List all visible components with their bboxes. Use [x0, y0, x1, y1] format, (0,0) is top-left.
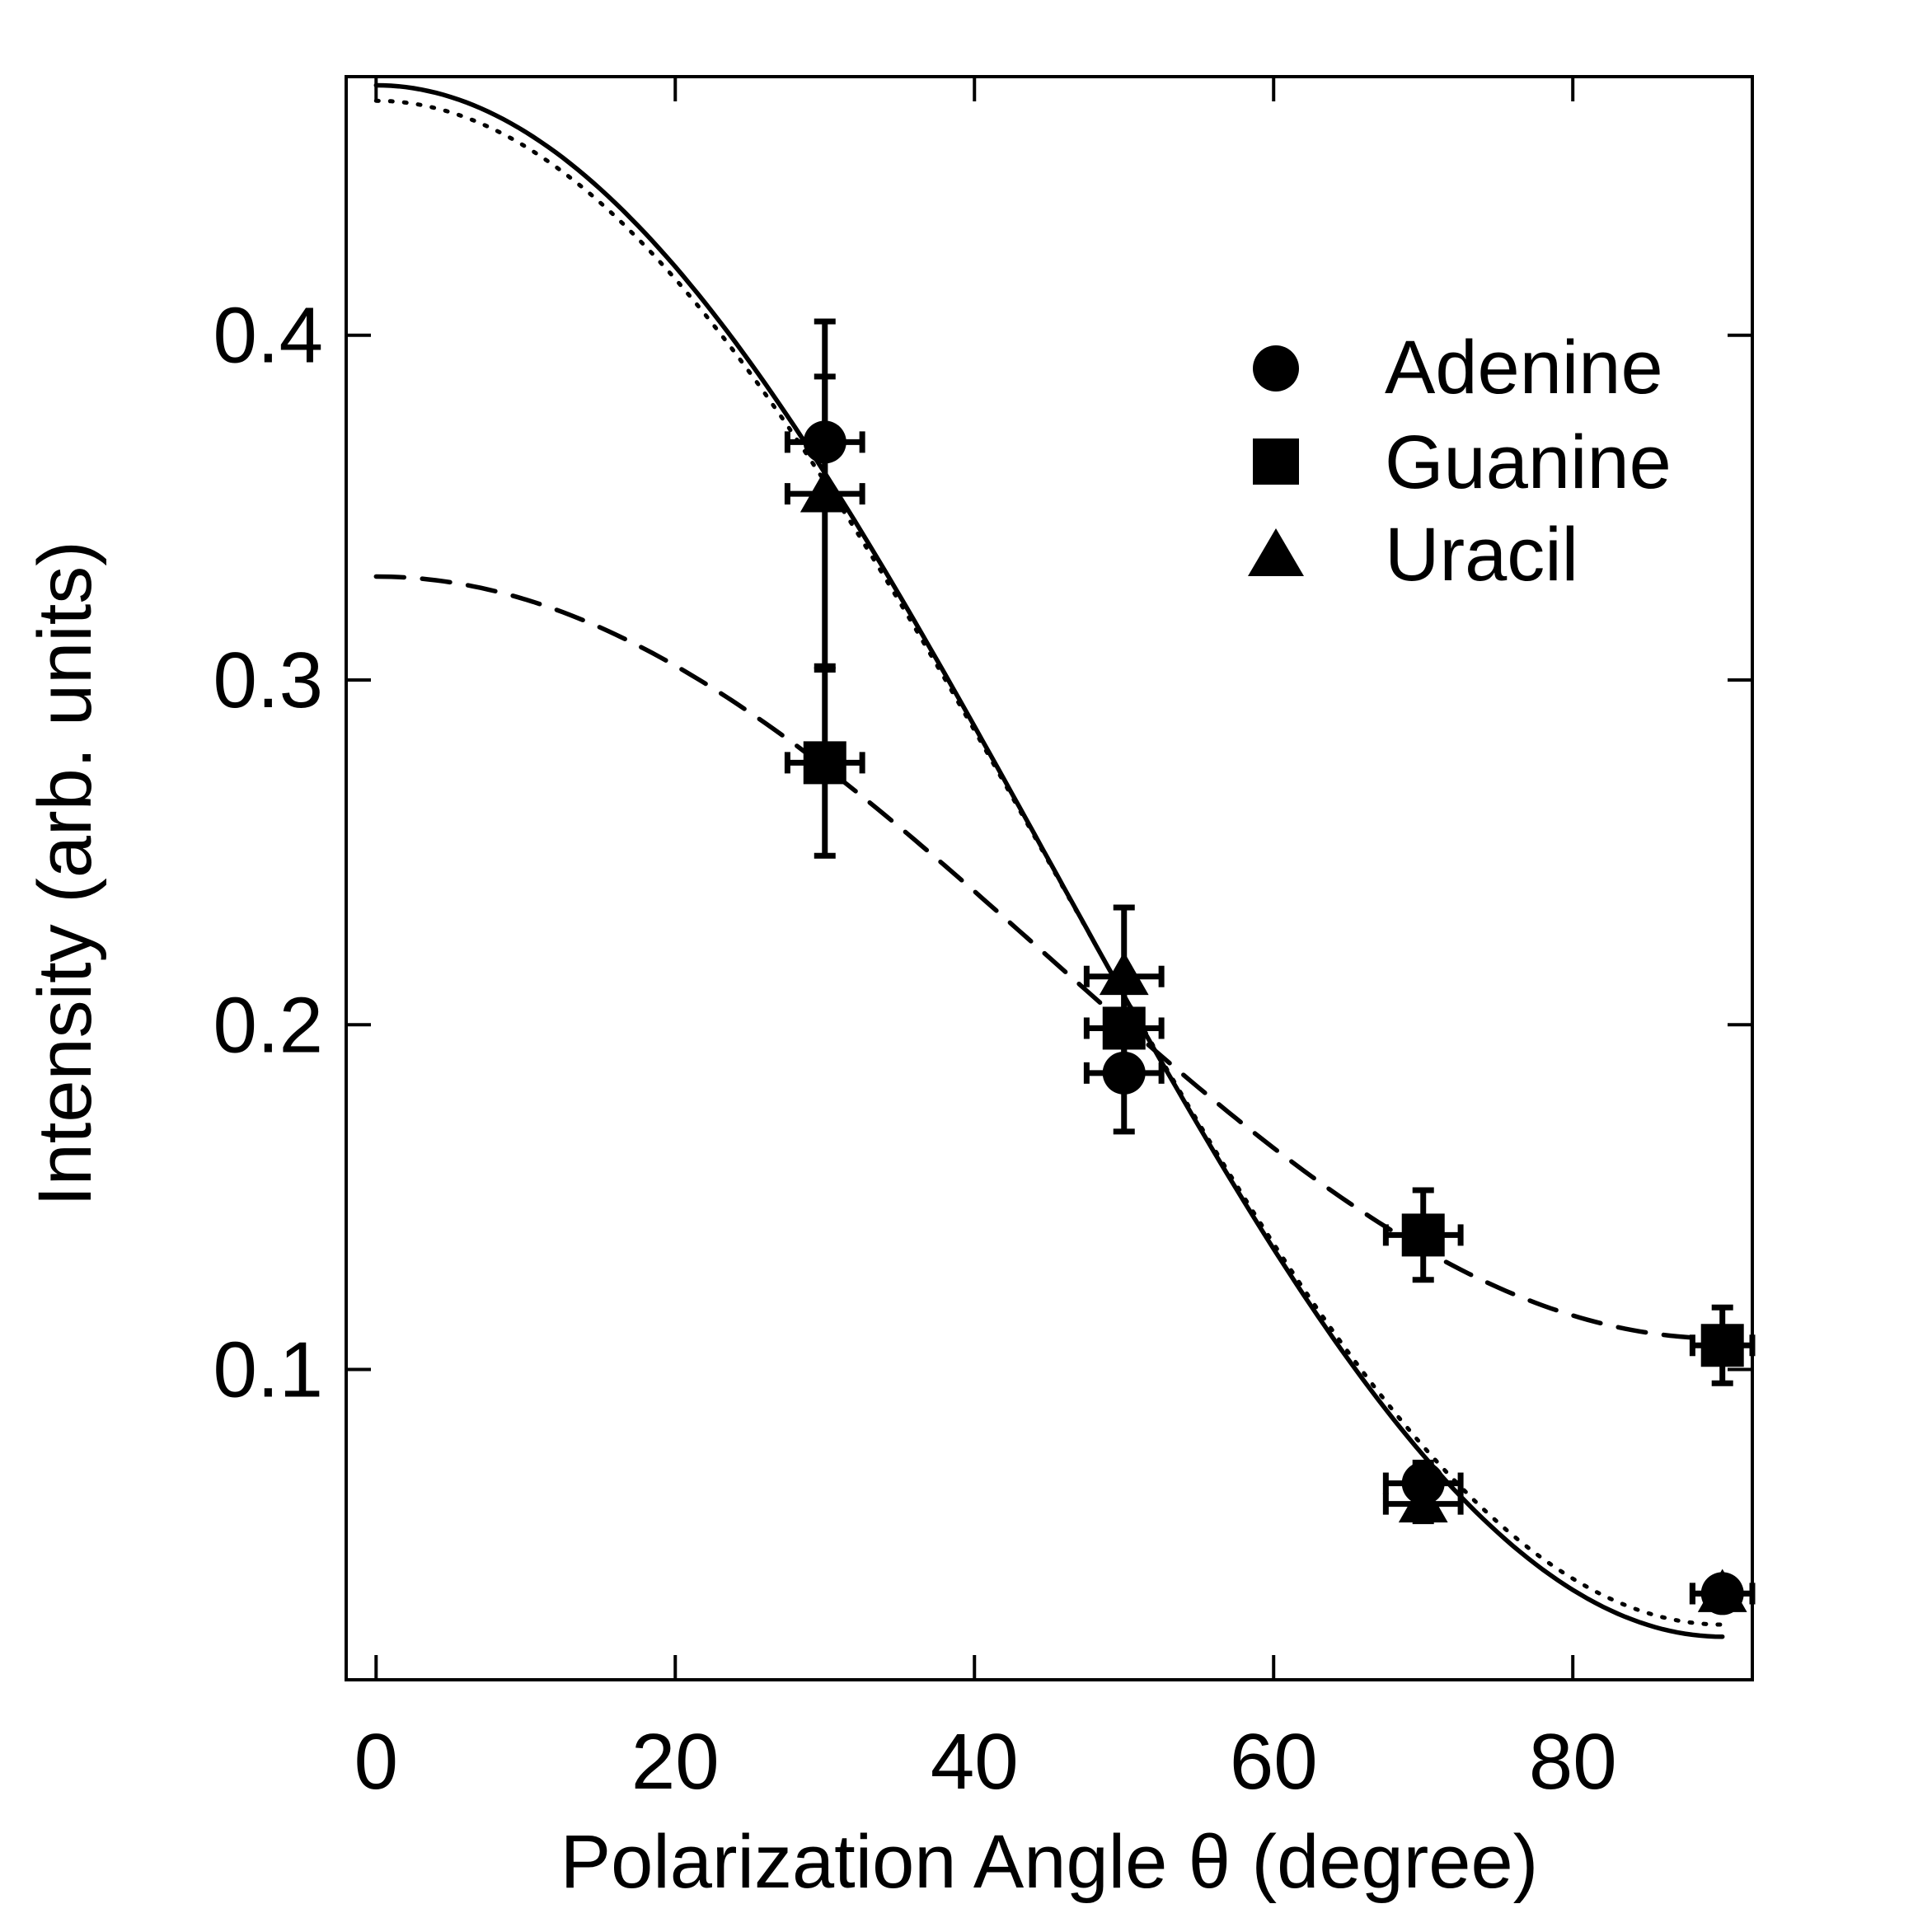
x-tick-label: 80	[1529, 1718, 1617, 1806]
legend-guanine-marker	[1253, 438, 1299, 485]
guanine-point	[1700, 1324, 1744, 1367]
x-tick-label: 0	[354, 1718, 398, 1806]
x-axis-title: Polarization Angle θ (degree)	[560, 1820, 1539, 1904]
y-tick-label: 0.3	[213, 636, 323, 724]
x-tick-label: 60	[1230, 1718, 1318, 1806]
legend: Adenine Guanine Uracil	[1248, 326, 1672, 597]
guanine-point	[803, 741, 846, 785]
axis-ticks	[346, 77, 1752, 1680]
adenine-point	[1102, 1051, 1146, 1095]
uracil-point	[1099, 951, 1149, 996]
uracil-point	[1398, 1479, 1448, 1523]
x-tick-label: 40	[931, 1718, 1019, 1806]
y-tick-label: 0.4	[213, 292, 323, 380]
fit-curves	[373, 82, 1725, 1639]
legend-adenine-marker	[1253, 345, 1299, 392]
legend-guanine-label: Guanine	[1385, 420, 1672, 504]
data-points	[784, 318, 1756, 1615]
y-tick-label: 0.1	[213, 1326, 323, 1414]
plot-frame	[345, 75, 1754, 1681]
uracil-point	[800, 469, 850, 513]
tick-labels: 0 20 40 60 80 0.1 0.2 0.3 0.4	[213, 292, 1617, 1806]
legend-adenine-label: Adenine	[1385, 326, 1663, 410]
legend-uracil-label: Uracil	[1385, 513, 1578, 597]
fit-curve-dotted	[373, 98, 1725, 1627]
y-axis-title: Intensity (arb. units)	[23, 541, 107, 1207]
legend-uracil-marker	[1248, 528, 1304, 576]
fit-curve-dashed	[373, 574, 1725, 1341]
uracil-point	[1697, 1569, 1747, 1612]
y-tick-label: 0.2	[213, 981, 323, 1069]
guanine-point	[1401, 1213, 1445, 1257]
x-tick-label: 20	[631, 1718, 720, 1806]
